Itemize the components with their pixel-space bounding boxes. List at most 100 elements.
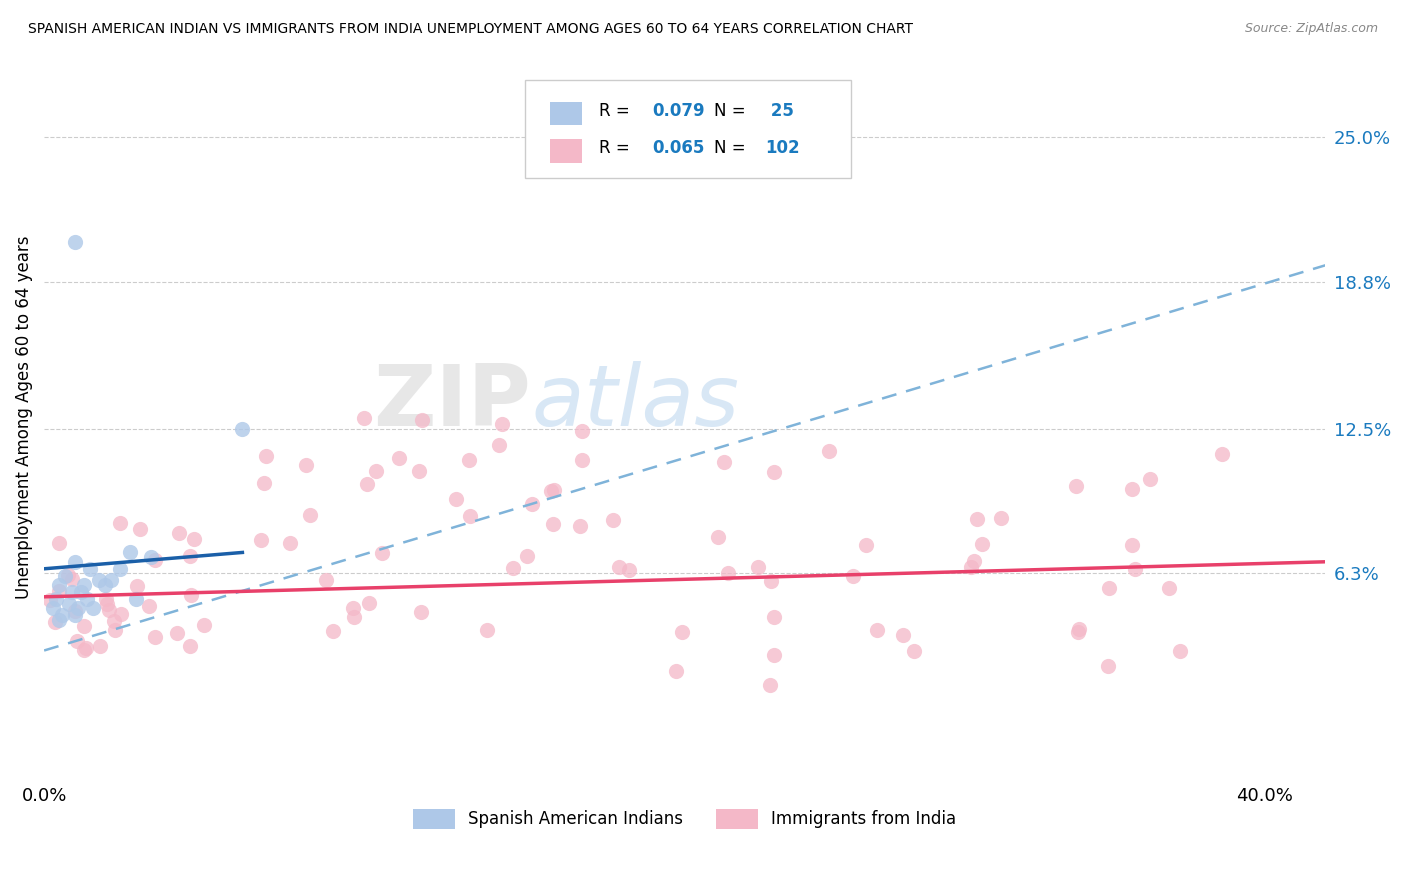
Point [602, 513, 624, 527]
Point [502, 561, 524, 575]
Point [762, 465, 785, 479]
Point [408, 464, 430, 478]
Point [322, 624, 344, 639]
Point [458, 509, 481, 524]
Point [118, 545, 141, 559]
Point [357, 596, 380, 610]
Point [966, 512, 988, 526]
Point [231, 422, 253, 436]
Point [104, 623, 127, 637]
Point [63, 235, 86, 249]
Point [747, 560, 769, 574]
Point [55, 569, 77, 583]
Point [1211, 447, 1233, 461]
Point [97, 603, 120, 617]
Point [371, 546, 394, 560]
Point [193, 617, 215, 632]
Point [179, 639, 201, 653]
Point [707, 530, 730, 544]
Point [540, 483, 562, 498]
Point [619, 564, 641, 578]
Point [855, 538, 877, 552]
FancyBboxPatch shape [524, 80, 852, 178]
Point [63, 603, 86, 617]
Point [569, 518, 592, 533]
Point [759, 574, 782, 588]
Y-axis label: Unemployment Among Ages 60 to 64 years: Unemployment Among Ages 60 to 64 years [15, 235, 32, 599]
Point [491, 417, 513, 431]
Point [960, 560, 983, 574]
Point [60, 572, 83, 586]
Point [315, 573, 337, 587]
Point [543, 483, 565, 497]
Point [76, 592, 98, 607]
Point [1098, 581, 1121, 595]
Point [82, 601, 104, 615]
Point [477, 623, 499, 637]
Point [110, 607, 132, 621]
Point [759, 678, 782, 692]
Point [249, 533, 271, 548]
Point [75, 640, 97, 655]
Point [891, 627, 914, 641]
Point [96, 597, 118, 611]
Point [571, 452, 593, 467]
Point [39, 593, 62, 607]
Point [79, 562, 101, 576]
Point [60, 585, 83, 599]
Point [44, 615, 66, 629]
Point [125, 578, 148, 592]
Point [1121, 482, 1143, 496]
Point [143, 630, 166, 644]
Point [353, 411, 375, 425]
Point [411, 605, 433, 619]
Point [342, 600, 364, 615]
Point [299, 508, 322, 522]
Point [73, 619, 96, 633]
Point [48, 584, 70, 599]
Point [488, 438, 510, 452]
Point [607, 560, 630, 574]
Point [903, 644, 925, 658]
Point [411, 413, 433, 427]
Point [42, 601, 65, 615]
Point [179, 549, 201, 564]
Text: R =: R = [599, 138, 636, 157]
Text: 102: 102 [765, 138, 800, 157]
Point [183, 533, 205, 547]
Point [970, 537, 993, 551]
Point [167, 526, 190, 541]
Point [990, 511, 1012, 525]
Point [541, 517, 564, 532]
Point [1064, 479, 1087, 493]
Point [253, 476, 276, 491]
Point [713, 455, 735, 469]
Point [94, 591, 117, 606]
Point [58, 597, 80, 611]
Point [58, 567, 80, 582]
Text: Source: ZipAtlas.com: Source: ZipAtlas.com [1244, 22, 1378, 36]
Point [356, 477, 378, 491]
Point [139, 550, 162, 565]
Point [364, 464, 387, 478]
Legend: Spanish American Indians, Immigrants from India: Spanish American Indians, Immigrants fro… [406, 802, 963, 836]
Point [69, 585, 91, 599]
Point [63, 608, 86, 623]
Point [73, 643, 96, 657]
Point [166, 626, 188, 640]
Point [762, 610, 785, 624]
Point [763, 648, 786, 663]
Point [278, 536, 301, 550]
Point [45, 592, 67, 607]
Point [865, 623, 887, 637]
Point [665, 664, 688, 678]
Text: 25: 25 [765, 102, 794, 120]
Point [48, 578, 70, 592]
Point [129, 522, 152, 536]
Point [89, 639, 111, 653]
Point [571, 424, 593, 438]
Point [66, 601, 89, 615]
Text: N =: N = [714, 102, 751, 120]
Point [103, 614, 125, 628]
Point [48, 613, 70, 627]
